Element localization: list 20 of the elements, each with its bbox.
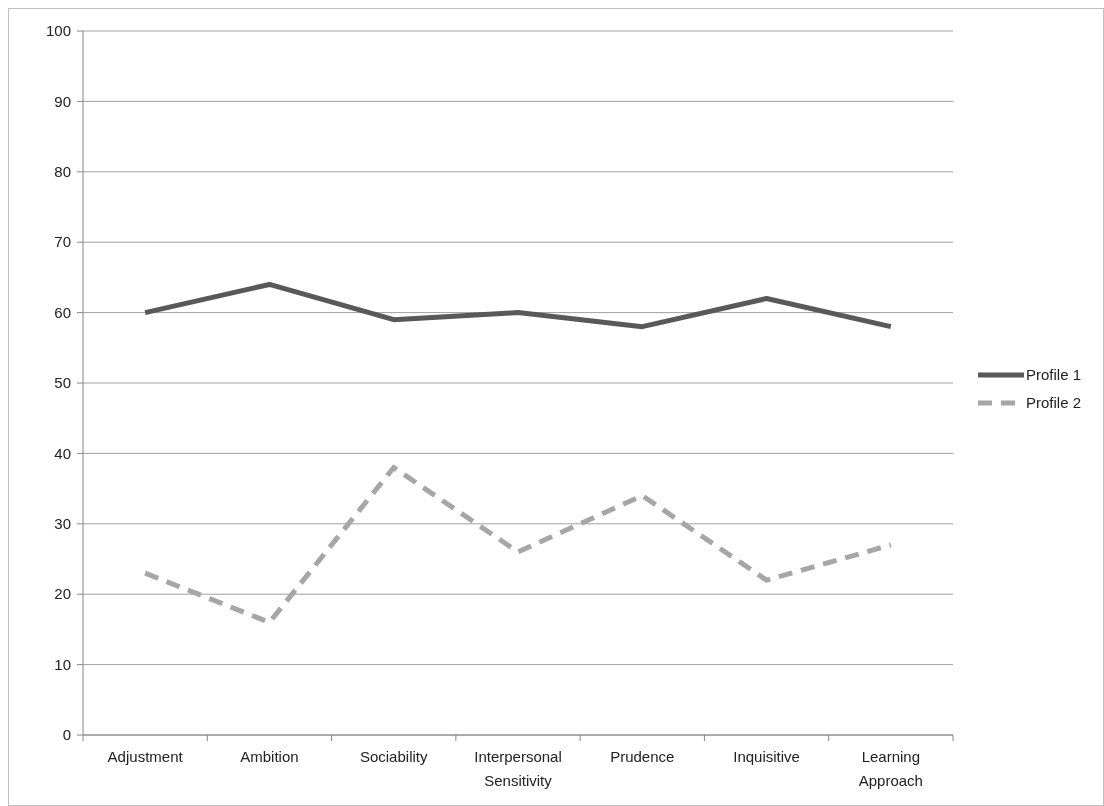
x-tick-label: Inquisitive [733,748,800,765]
y-tick-label: 20 [54,585,71,603]
legend-label: Profile 2 [1026,394,1082,412]
y-tick-label: 0 [62,726,71,744]
y-tick-label: 70 [54,233,71,251]
y-tick-label: 10 [54,655,71,673]
y-tick-label: 100 [45,22,71,40]
y-tick-label: 60 [54,303,71,321]
x-tick-label: Interpersonal Sensitivity [474,748,562,789]
x-tick-label: Ambition [240,748,299,765]
legend-label: Profile 1 [1026,366,1082,384]
y-tick-label: 50 [54,374,71,392]
y-tick-label: 90 [54,92,71,110]
y-tick-label: 40 [54,444,71,462]
x-tick-label: Learning Approach [858,748,923,789]
y-tick-label: 80 [54,163,71,181]
x-tick-label: Sociability [359,748,428,765]
y-tick-label: 30 [54,515,71,533]
x-tick-label: Prudence [610,748,675,765]
x-tick-label: Adjustment [107,748,184,765]
